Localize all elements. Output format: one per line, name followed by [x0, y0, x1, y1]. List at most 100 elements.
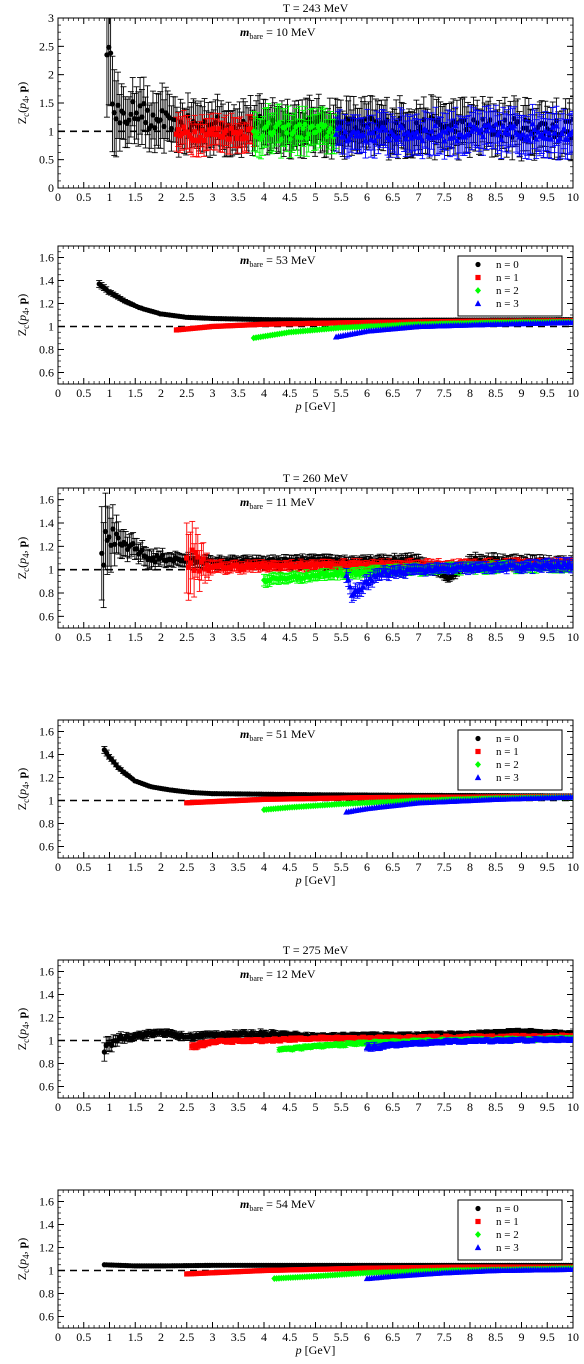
data-point [115, 102, 121, 108]
x-tick-label: 1.5 [128, 190, 143, 204]
data-point [314, 123, 321, 130]
data-point [216, 126, 222, 132]
data-point [152, 559, 158, 565]
series-n0 [98, 492, 573, 609]
x-tick-label: 9.5 [540, 630, 555, 644]
plot-frame [57, 17, 574, 189]
x-tick-label: 6.5 [385, 386, 400, 400]
x-tick-label: 6 [364, 386, 370, 400]
mass-annotation: mbare = 10 MeV [240, 25, 316, 41]
data-point [189, 547, 195, 553]
series-n3 [332, 319, 573, 340]
data-point [157, 117, 163, 123]
y-tick-label: 1.2 [39, 297, 54, 311]
data-point [569, 127, 573, 134]
x-tick-label: 7.5 [437, 386, 452, 400]
data-layer [96, 280, 573, 342]
y-axis-label: Zc(p4, p) [15, 537, 31, 580]
y-tick-label: 1.6 [39, 493, 54, 507]
x-tick-label: 0 [55, 386, 61, 400]
data-point [208, 131, 214, 137]
data-point [201, 137, 207, 144]
x-axis-label: p [GeV] [295, 399, 336, 413]
x-tick-label: 10 [567, 190, 579, 204]
x-tick-label: 9 [519, 386, 525, 400]
chart-title: T = 260 MeV [283, 471, 349, 485]
series-n3 [332, 103, 573, 161]
x-tick-label: 0.5 [76, 190, 91, 204]
x-tick-label: 2.5 [179, 386, 194, 400]
x-tick-label: 1.5 [128, 630, 143, 644]
data-point [316, 562, 322, 568]
data-point [249, 127, 255, 133]
data-point [214, 131, 220, 138]
chart-title: T = 243 MeV [283, 1, 349, 15]
data-point [223, 127, 229, 133]
y-tick-label: 0.6 [39, 366, 54, 380]
data-point [227, 136, 233, 142]
data-point [186, 132, 192, 138]
y-axis-label: Zc(p4, p) [15, 294, 31, 337]
legend-label-n1: n = 1 [496, 272, 519, 284]
data-point [200, 556, 206, 562]
x-tick-label: 3.5 [231, 190, 246, 204]
series-n1 [173, 109, 257, 158]
data-point [197, 134, 203, 141]
x-tick-label: 3 [210, 386, 216, 400]
x-tick-label: 8 [467, 386, 473, 400]
legend-marker-n2 [475, 287, 481, 294]
y-tick-label: 0.8 [39, 586, 54, 600]
data-point [117, 120, 123, 126]
x-tick-label: 7 [416, 190, 422, 204]
data-point [168, 125, 175, 132]
data-point [113, 531, 120, 537]
data-point [130, 99, 136, 105]
y-tick-label: 1 [48, 563, 54, 577]
x-tick-label: 5.5 [334, 630, 349, 644]
legend-label-n2: n = 2 [496, 285, 519, 297]
data-point [152, 125, 158, 131]
data-point [379, 560, 385, 567]
data-point [112, 541, 118, 547]
data-point [202, 566, 208, 572]
data-point [232, 129, 238, 135]
x-tick-label: 0 [55, 630, 61, 644]
x-tick-label: 0.5 [76, 386, 91, 400]
x-tick-label: 9 [519, 190, 525, 204]
data-point [210, 126, 216, 132]
data-point [181, 124, 187, 130]
x-tick-label: 1 [107, 386, 113, 400]
y-tick-label: 1.6 [39, 251, 54, 265]
y-tick-label: 1 [48, 320, 54, 334]
legend: n = 0n = 1n = 2n = 3 [457, 255, 563, 317]
x-tick-label: 2 [158, 190, 164, 204]
x-tick-label: 4 [261, 386, 267, 400]
x-tick-label: 1 [107, 630, 113, 644]
x-tick-label: 3 [210, 190, 216, 204]
data-point [285, 121, 292, 129]
data-point [234, 135, 240, 141]
data-point [292, 123, 299, 131]
data-point [141, 101, 147, 107]
data-point [193, 550, 199, 556]
data-point [110, 526, 116, 532]
x-tick-label: 6.5 [385, 630, 400, 644]
mass-annotation: mbare = 53 MeV [240, 253, 316, 269]
x-tick-label: 4 [261, 190, 267, 204]
data-point [161, 123, 167, 130]
data-point [128, 111, 134, 117]
x-tick-label: 9 [519, 630, 525, 644]
x-tick-label: 4.5 [282, 190, 297, 204]
data-point [139, 114, 145, 120]
x-tick-label: 3.5 [231, 630, 246, 644]
data-point [120, 110, 127, 116]
chart-panel-2: 0 0.5 1 1.5 2 2.5 3 3.5 4 4.5 5 5.5 6 6.5 7 7.5 8 8.5 9 9.5… [15, 245, 579, 413]
y-tick-label: 1 [48, 124, 54, 138]
data-point [113, 116, 119, 122]
data-point [206, 567, 212, 574]
x-tick-label: 3.5 [231, 386, 246, 400]
x-tick-label: 6.5 [385, 190, 400, 204]
x-tick-label: 4.5 [282, 386, 297, 400]
x-tick-label: 10 [567, 630, 579, 644]
